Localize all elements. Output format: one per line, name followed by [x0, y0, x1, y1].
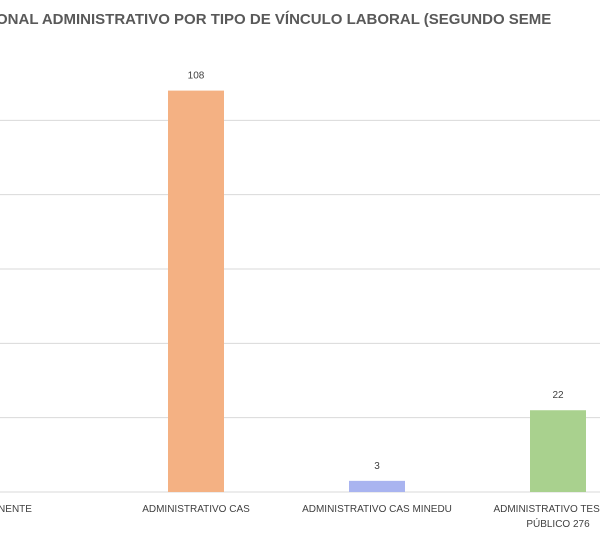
- chart-title: ONAL ADMINISTRATIVO POR TIPO DE VÍNCULO …: [0, 11, 551, 28]
- data-label: 22: [552, 390, 564, 401]
- bar: [530, 410, 586, 492]
- data-label: 108: [188, 71, 205, 82]
- x-tick-label: ADMINISTRATIVO TESOROPÚBLICO 276: [493, 504, 600, 530]
- data-label: 3: [374, 461, 380, 472]
- x-tick-label: ADMINISTRATIVO CAS: [142, 504, 250, 515]
- bar: [349, 480, 405, 492]
- bar: [168, 90, 224, 492]
- x-tick-label: ADMINISTRATIVO CAS MINEDU: [302, 504, 452, 515]
- x-tick-label: NENTE: [0, 504, 32, 515]
